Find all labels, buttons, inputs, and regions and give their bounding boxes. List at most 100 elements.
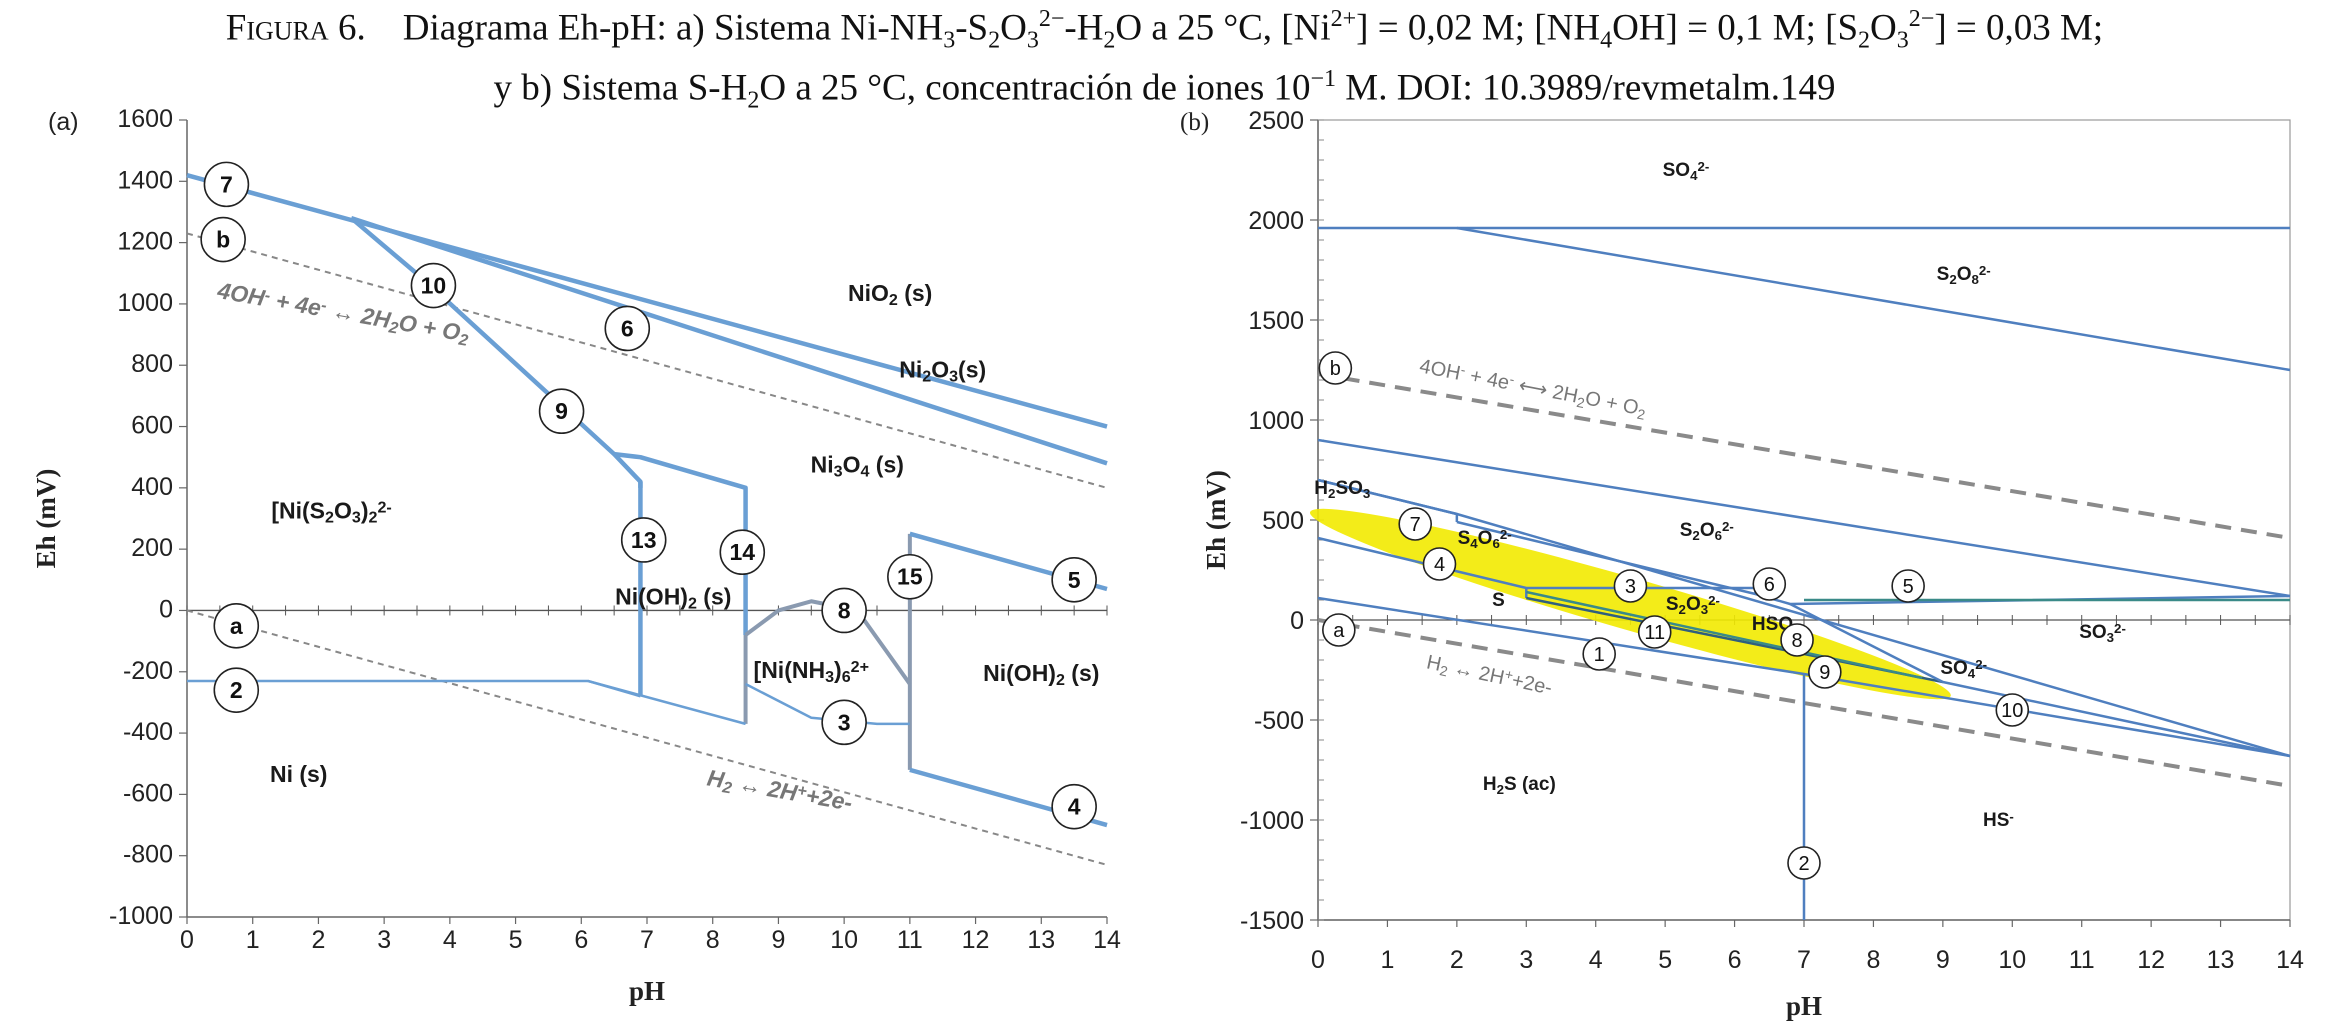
text-part: 2 [1692, 528, 1699, 543]
x-tick-label: 0 [180, 926, 194, 954]
y-tick-label: -1000 [109, 902, 173, 930]
marker-circle [604, 305, 651, 352]
marker-circle [620, 517, 667, 563]
text-part: Ni(OH) [983, 660, 1056, 686]
text-part: 2 [369, 509, 378, 527]
text-part: Ni [811, 452, 834, 478]
text-part: 2 [688, 595, 697, 613]
y-tick-label: -600 [123, 779, 173, 807]
text-part: 2 [1438, 662, 1449, 679]
text-part: 4 [1470, 536, 1478, 551]
boundary-marker: 4 [1051, 783, 1097, 830]
marker-circle [200, 216, 246, 263]
boundary-line-7 [186, 173, 1108, 429]
caption-text-part: O a 25 °C, concentración de iones 10 [759, 67, 1311, 109]
text-part: 2 [1497, 782, 1504, 797]
text-part: H [1425, 651, 1444, 676]
x-tick-label: 8 [1866, 946, 1880, 974]
text-part: S (ac) [1504, 774, 1556, 795]
caption-text-part: 4 [1600, 27, 1613, 54]
y-tick-label: 1500 [1248, 307, 1304, 335]
boundary-marker: 6 [1752, 567, 1787, 601]
marker-circle [821, 699, 867, 746]
x-tick-label: 13 [1027, 926, 1055, 954]
caption-text-part: 3 [943, 27, 956, 54]
y-tick-label: 200 [131, 534, 173, 562]
x-tick-label: 4 [1589, 946, 1603, 974]
text-part: 2 [720, 779, 733, 798]
region-label: SO42- [1940, 657, 1987, 681]
marker-label: a [230, 613, 243, 639]
marker-label: 9 [1819, 662, 1830, 684]
text-part: +2e- [1510, 669, 1554, 699]
marker-circle [1780, 623, 1814, 657]
text-part: (s) [898, 280, 933, 306]
x-tick-label: 5 [1658, 946, 1672, 974]
marker-circle [1637, 615, 1672, 649]
marker-label: 5 [1903, 576, 1914, 598]
x-tick-label: 0 [1311, 946, 1325, 974]
boundary-marker: 8 [1780, 623, 1814, 657]
text-part: - [1460, 362, 1468, 379]
text-part: O [1478, 528, 1493, 549]
marker-circle [1051, 783, 1097, 830]
text-part: (s) [958, 356, 986, 382]
text-part: 4OH [215, 277, 267, 311]
text-part: + 4e [268, 286, 324, 321]
panel-label: (a) [48, 108, 79, 136]
boundary-line-s2o8 [1456, 226, 2291, 372]
marker-circle [719, 529, 766, 576]
marker-circle [887, 553, 933, 600]
text-part: 6 [842, 668, 851, 686]
boundary-line-10 [349, 216, 426, 282]
region-label: Ni3O4 (s) [811, 452, 904, 481]
boundary-marker: 2 [1787, 846, 1821, 880]
boundary-marker: b [1318, 351, 1353, 385]
x-tick-label: 4 [443, 926, 457, 954]
text-part: 2- [1722, 519, 1734, 534]
boundary-line-7 [1317, 478, 2291, 758]
marker-label: b [1330, 358, 1341, 380]
caption-text-part: 3 [1896, 27, 1909, 54]
boundary-marker: 15 [887, 553, 933, 600]
marker-label: a [1333, 620, 1345, 642]
boundary-marker: 3 [821, 699, 867, 746]
boundary-marker: 7 [1398, 507, 1432, 541]
text-part: [Ni(NH [754, 657, 826, 683]
y-axis-label: Eh (mV) [1201, 470, 1231, 570]
boundary-marker: 5 [1891, 569, 1925, 603]
y-tick-label: -800 [123, 841, 173, 869]
y-tick-label: 1400 [117, 166, 173, 194]
x-tick-label: 11 [2069, 946, 2095, 974]
text-part: S [1666, 594, 1679, 615]
x-tick-label: 7 [640, 926, 654, 954]
panel-label: (b) [1180, 109, 1209, 136]
text-part: - [1508, 371, 1516, 388]
boundary-marker: 14 [719, 529, 766, 576]
text-part: HSO [1752, 614, 1793, 635]
boundary-marker: 2 [213, 667, 260, 713]
text-part: + 4e [1463, 364, 1511, 394]
marker-circle [1051, 557, 1097, 603]
boundary-marker: 13 [620, 517, 667, 563]
marker-label: b [216, 227, 230, 253]
text-part: 2+ [851, 658, 869, 676]
boundary-marker: 9 [1808, 655, 1842, 689]
text-part: [Ni(S [271, 498, 325, 524]
text-part: S [1680, 520, 1693, 541]
boundary-line-8 [744, 599, 912, 686]
boundary-marker: 5 [1051, 557, 1097, 603]
caption-text-part: 2− [1038, 6, 1065, 32]
text-part: - [264, 286, 272, 305]
boundary-marker: b [200, 216, 246, 263]
text-part: Ni (s) [270, 761, 328, 787]
y-tick-label: 1200 [117, 228, 173, 256]
boundary-marker: 1 [1582, 637, 1616, 671]
water-line-a [186, 609, 1108, 866]
x-tick-label: 14 [1093, 926, 1121, 954]
text-part: 8 [1972, 272, 1979, 287]
text-part: 3 [834, 463, 843, 481]
y-axis-label: Eh (mV) [31, 469, 61, 569]
marker-label: 11 [1644, 622, 1665, 644]
